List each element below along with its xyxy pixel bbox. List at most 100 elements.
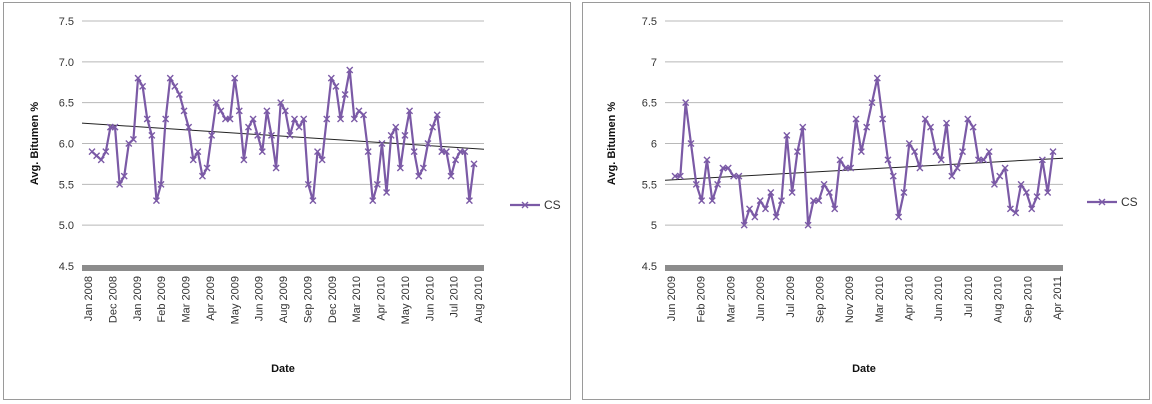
data-point-cs bbox=[360, 111, 368, 119]
x-tick-label: Aug 2010 bbox=[473, 276, 485, 323]
data-point-cs bbox=[244, 123, 252, 131]
x-tick-label: Jun 2009 bbox=[666, 276, 678, 321]
data-point-cs bbox=[937, 156, 945, 164]
data-point-cs bbox=[804, 221, 812, 229]
data-point-cs bbox=[932, 148, 940, 156]
x-tick-label: Apr 2011 bbox=[1052, 276, 1064, 320]
data-point-cs bbox=[884, 156, 892, 164]
x-tick-label: Jan 2008 bbox=[83, 276, 95, 321]
data-point-cs bbox=[300, 115, 308, 123]
data-point-cs bbox=[762, 205, 770, 213]
legend: CS bbox=[510, 198, 561, 212]
data-point-cs bbox=[974, 156, 982, 164]
data-point-cs bbox=[304, 180, 312, 188]
x-tick-label: Aug 2010 bbox=[993, 276, 1005, 323]
data-point-cs bbox=[852, 115, 860, 123]
x-tick-label: Apr 2010 bbox=[904, 276, 916, 321]
data-point-cs bbox=[373, 180, 381, 188]
data-point-cs bbox=[116, 180, 124, 188]
data-point-cs bbox=[327, 74, 335, 82]
x-tick-label: Feb 2009 bbox=[696, 276, 708, 322]
data-point-cs bbox=[687, 140, 695, 147]
data-point-cs bbox=[825, 189, 833, 196]
data-point-cs bbox=[424, 140, 432, 147]
chart-svg-left: 4.5 5.0 5.5 6.0 6.5 7.0 7.5 Jan 2008 Dec 2008 Jan… bbox=[29, 16, 561, 375]
y-axis-title: Avg. Bitumen % bbox=[29, 102, 41, 186]
trend-line bbox=[664, 157, 1064, 181]
data-point-cs bbox=[692, 180, 700, 188]
x-tick-label: Jul 2009 bbox=[785, 276, 797, 318]
data-point-cs bbox=[799, 123, 807, 131]
data-point-cs bbox=[836, 156, 844, 164]
data-point-cs bbox=[911, 148, 919, 156]
data-point-cs bbox=[815, 197, 823, 205]
x-tick-label: Jul 2010 bbox=[963, 276, 975, 318]
data-point-cs bbox=[415, 172, 423, 180]
data-point-cs bbox=[364, 148, 372, 156]
x-axis-band bbox=[82, 265, 484, 271]
data-point-cs bbox=[1001, 164, 1009, 172]
data-point-cs bbox=[185, 123, 193, 131]
data-point-cs bbox=[249, 115, 257, 123]
x-tick-label: Sep 2010 bbox=[1022, 276, 1034, 323]
data-point-cs bbox=[465, 197, 473, 205]
data-point-cs bbox=[948, 172, 956, 180]
data-point-cs bbox=[969, 123, 977, 131]
data-point-cs bbox=[1028, 205, 1036, 213]
data-point-cs bbox=[953, 164, 961, 172]
data-point-cs bbox=[346, 66, 354, 74]
legend-marker bbox=[521, 201, 529, 209]
data-point-cs bbox=[383, 189, 391, 196]
data-point-cs bbox=[996, 172, 1004, 180]
series-line-cs bbox=[91, 68, 476, 202]
data-point-cs bbox=[724, 164, 732, 172]
y-tick-label: 4.5 bbox=[642, 261, 657, 273]
y-tick-label: 6.0 bbox=[59, 139, 74, 151]
data-point-cs bbox=[318, 156, 326, 164]
x-tick-label: Nov 2009 bbox=[844, 276, 856, 323]
data-point-cs bbox=[1044, 189, 1052, 196]
x-tick-label: Mar 2010 bbox=[351, 276, 363, 322]
data-point-cs bbox=[708, 197, 716, 205]
x-tick-label: May 2009 bbox=[229, 276, 241, 324]
data-point-cs bbox=[387, 131, 395, 139]
data-point-cs bbox=[730, 172, 738, 180]
data-point-cs bbox=[985, 148, 993, 156]
x-tick-label: Mar 2009 bbox=[725, 276, 737, 322]
data-point-cs bbox=[868, 99, 876, 107]
data-point-cs bbox=[134, 74, 142, 82]
x-axis-title: Date bbox=[271, 363, 295, 375]
data-point-cs bbox=[788, 189, 796, 196]
legend-label-cs: CS bbox=[1121, 195, 1138, 209]
data-point-cs bbox=[175, 91, 183, 98]
data-point-cs bbox=[470, 160, 478, 168]
data-point-cs bbox=[980, 156, 988, 164]
data-point-cs bbox=[714, 180, 722, 188]
data-point-cs bbox=[180, 107, 188, 115]
y-tick-label: 5.5 bbox=[642, 179, 657, 191]
data-point-cs bbox=[143, 115, 151, 123]
data-point-cs bbox=[1012, 209, 1020, 217]
data-point-cs bbox=[767, 189, 775, 196]
data-point-cs bbox=[102, 148, 110, 156]
data-point-cs bbox=[203, 164, 211, 172]
data-point-cs bbox=[419, 164, 427, 172]
x-tick-label: Mar 2009 bbox=[181, 276, 193, 322]
chart-svg-right: 4.5 5 5.5 6 6.5 7 7.5 Jun 2009 Feb 2009 Mar 2009 J… bbox=[606, 16, 1138, 375]
data-point-cs bbox=[314, 148, 322, 156]
data-point-cs bbox=[240, 156, 248, 164]
data-point-cs bbox=[350, 115, 358, 123]
x-tick-label: Jan 2009 bbox=[132, 276, 144, 321]
trend-line bbox=[81, 122, 485, 150]
data-point-cs bbox=[392, 123, 400, 131]
data-point-cs bbox=[809, 197, 817, 205]
y-tick-label: 5.5 bbox=[59, 179, 74, 191]
x-tick-label: Jun 2009 bbox=[755, 276, 767, 321]
data-point-cs bbox=[820, 180, 828, 188]
data-point-cs bbox=[295, 123, 303, 131]
data-point-cs bbox=[783, 131, 791, 139]
data-point-cs bbox=[916, 164, 924, 172]
data-point-cs bbox=[148, 131, 156, 139]
data-point-cs bbox=[1038, 156, 1046, 164]
data-point-cs bbox=[1006, 205, 1014, 213]
